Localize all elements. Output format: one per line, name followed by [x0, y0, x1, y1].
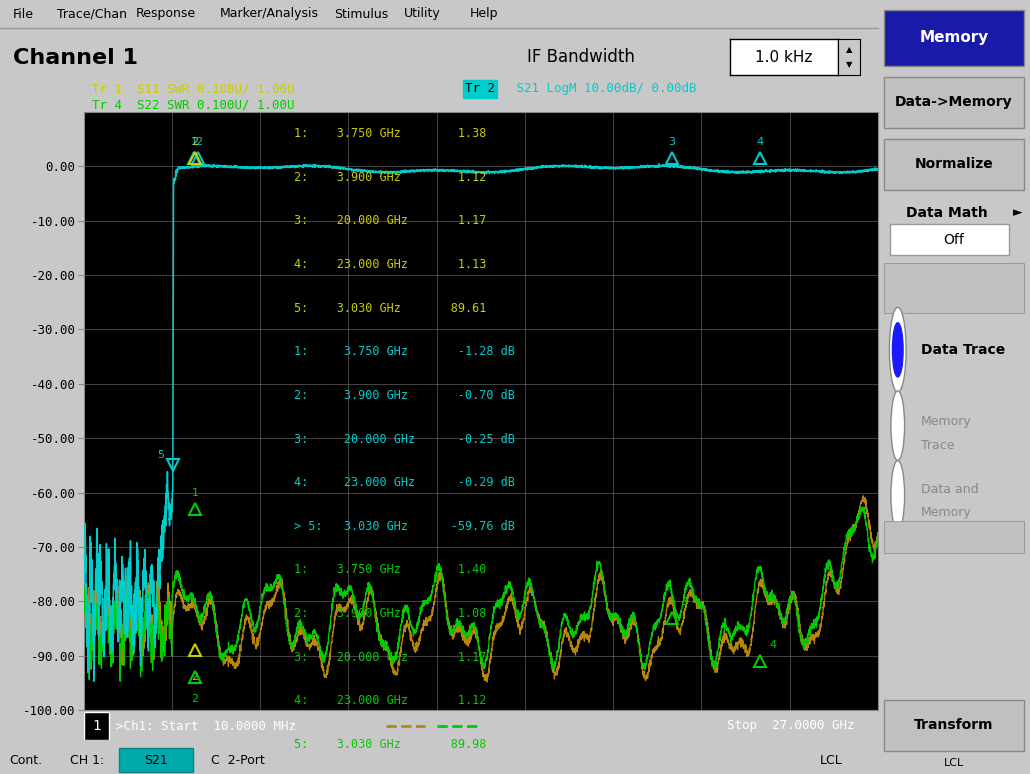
Text: S21: S21 [144, 754, 168, 766]
Text: 3:    20.000 GHz       1.17: 3: 20.000 GHz 1.17 [295, 651, 487, 664]
Text: 5:    3.030 GHz       89.98: 5: 3.030 GHz 89.98 [295, 738, 487, 751]
Text: Tr 4  S22 SWR 0.100U/ 1.00U: Tr 4 S22 SWR 0.100U/ 1.00U [92, 98, 295, 111]
Text: 1: 1 [192, 488, 199, 498]
Text: Normalize: Normalize [915, 157, 993, 171]
Text: 2:     3.900 GHz       -0.70 dB: 2: 3.900 GHz -0.70 dB [295, 389, 515, 402]
Text: 1: 1 [191, 137, 198, 147]
Bar [884, 700, 1024, 751]
Text: LCL: LCL [943, 758, 964, 768]
Text: 4: 4 [769, 640, 777, 650]
Text: IF Bandwidth: IF Bandwidth [526, 49, 634, 67]
Text: Trace: Trace [921, 439, 954, 451]
Text: 5: 5 [157, 450, 164, 460]
Text: Memory: Memory [921, 506, 971, 519]
Text: 2: 2 [192, 137, 199, 147]
Text: Data Math: Data Math [905, 206, 988, 220]
Text: 2:    3.900 GHz        1.08: 2: 3.900 GHz 1.08 [295, 607, 487, 620]
Text: LCL: LCL [820, 754, 843, 766]
Text: 2: 2 [192, 694, 199, 704]
Text: Channel 1: Channel 1 [13, 47, 138, 67]
Text: Cont.: Cont. [9, 754, 42, 766]
Text: 2: 2 [192, 672, 199, 682]
Text: Utility: Utility [404, 8, 441, 20]
Text: C  2-Port: C 2-Port [211, 754, 265, 766]
Text: 1:     3.750 GHz       -1.28 dB: 1: 3.750 GHz -1.28 dB [295, 345, 515, 358]
Text: >Ch1: Start  10.0000 MHz: >Ch1: Start 10.0000 MHz [115, 720, 296, 732]
Text: Data Trace: Data Trace [921, 343, 1005, 357]
Text: 5:    3.030 GHz       89.61: 5: 3.030 GHz 89.61 [295, 302, 487, 314]
Text: Tr 2: Tr 2 [466, 83, 495, 95]
Text: Tr 1  S11 SWR 0.100U/ 1.00U: Tr 1 S11 SWR 0.100U/ 1.00U [92, 83, 295, 95]
Text: > 5:   3.030 GHz      -59.76 dB: > 5: 3.030 GHz -59.76 dB [295, 520, 515, 533]
Bar [884, 77, 1024, 128]
Text: File: File [13, 8, 34, 20]
Text: Stimulus: Stimulus [334, 8, 388, 20]
Text: Memory: Memory [920, 30, 989, 46]
Circle shape [889, 307, 906, 392]
Text: Help: Help [470, 8, 499, 20]
Text: 3: 3 [668, 137, 676, 147]
Text: CH 1:: CH 1: [70, 754, 104, 766]
Text: Off: Off [943, 233, 964, 247]
Text: 1: 1 [93, 719, 101, 733]
Text: Marker/Analysis: Marker/Analysis [219, 8, 318, 20]
Text: 1.0 kHz: 1.0 kHz [755, 50, 813, 64]
Text: Memory: Memory [921, 416, 971, 428]
Circle shape [891, 391, 904, 461]
Text: 4:    23.000 GHz       1.13: 4: 23.000 GHz 1.13 [295, 258, 487, 271]
Text: Data and: Data and [921, 483, 978, 495]
Bar [884, 521, 1024, 553]
Bar [118, 748, 194, 772]
Text: ▼: ▼ [846, 60, 852, 70]
Text: Transform: Transform [915, 718, 994, 732]
Bar [884, 10, 1024, 66]
Bar [884, 263, 1024, 313]
Text: 1:    3.750 GHz        1.40: 1: 3.750 GHz 1.40 [295, 563, 487, 577]
Text: 3:    20.000 GHz       1.17: 3: 20.000 GHz 1.17 [295, 214, 487, 228]
Text: Stop  27.0000 GHz: Stop 27.0000 GHz [727, 720, 854, 732]
Text: Trace/Chan: Trace/Chan [57, 8, 127, 20]
Bar [890, 224, 1008, 255]
Bar [884, 139, 1024, 190]
Text: Data->Memory: Data->Memory [895, 95, 1012, 109]
Text: ►: ► [1014, 207, 1023, 219]
Text: 1:    3.750 GHz        1.38: 1: 3.750 GHz 1.38 [295, 127, 487, 140]
Text: 3: 3 [681, 597, 688, 607]
Text: ▲: ▲ [846, 45, 852, 53]
Text: 2: 2 [195, 137, 202, 147]
Circle shape [892, 323, 903, 377]
Bar [84, 712, 109, 740]
Text: Response: Response [136, 8, 196, 20]
Text: S21 LogM 10.00dB/ 0.00dB: S21 LogM 10.00dB/ 0.00dB [509, 83, 696, 95]
Text: 4:    23.000 GHz       1.12: 4: 23.000 GHz 1.12 [295, 694, 487, 707]
Text: 4:     23.000 GHz      -0.29 dB: 4: 23.000 GHz -0.29 dB [295, 476, 515, 489]
Circle shape [891, 461, 904, 530]
Text: 4: 4 [757, 137, 764, 147]
Text: 2:    3.900 GHz        1.12: 2: 3.900 GHz 1.12 [295, 170, 487, 183]
Text: 3:     20.000 GHz      -0.25 dB: 3: 20.000 GHz -0.25 dB [295, 433, 515, 446]
